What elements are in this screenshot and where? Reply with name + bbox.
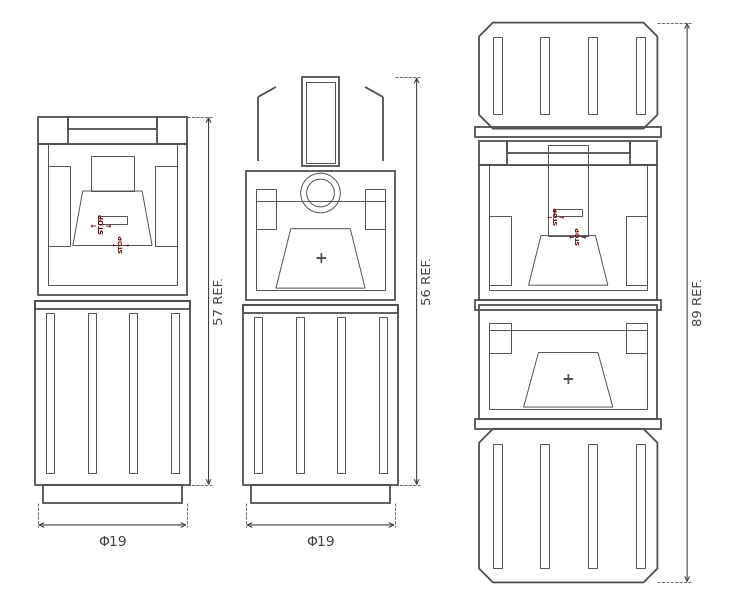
- Bar: [489, 216, 511, 285]
- Bar: [48, 166, 70, 246]
- Bar: [46, 313, 54, 474]
- Bar: [256, 201, 385, 290]
- Text: 57 REF.: 57 REF.: [212, 277, 226, 325]
- Bar: [306, 82, 335, 163]
- Text: ↑
STOP
↓: ↑ STOP ↓: [548, 206, 565, 225]
- Bar: [68, 117, 157, 129]
- Text: ↑
STOP
↓: ↑ STOP ↓: [569, 226, 586, 245]
- Bar: [626, 323, 647, 353]
- Bar: [479, 142, 507, 165]
- Bar: [548, 145, 588, 235]
- Text: +: +: [314, 251, 327, 266]
- Text: Φ19: Φ19: [98, 535, 127, 549]
- Bar: [38, 145, 187, 295]
- Bar: [254, 317, 262, 474]
- Text: 56 REF.: 56 REF.: [421, 257, 434, 305]
- Bar: [365, 189, 385, 229]
- Bar: [635, 38, 644, 114]
- Bar: [379, 317, 387, 474]
- Bar: [489, 323, 511, 353]
- Bar: [155, 166, 177, 246]
- Bar: [541, 443, 550, 567]
- Text: ↑
STOP
↓: ↑ STOP ↓: [112, 234, 130, 253]
- Bar: [296, 317, 304, 474]
- Bar: [507, 142, 630, 154]
- Bar: [157, 117, 187, 145]
- Bar: [493, 38, 502, 114]
- Bar: [489, 165, 647, 290]
- Bar: [479, 165, 658, 300]
- Text: ↑
STOP
↓: ↑ STOP ↓: [91, 213, 112, 234]
- Bar: [489, 330, 647, 409]
- Bar: [88, 313, 95, 474]
- Bar: [38, 117, 68, 145]
- Bar: [635, 443, 644, 567]
- Bar: [541, 38, 550, 114]
- Bar: [35, 301, 190, 485]
- Bar: [626, 216, 647, 285]
- Bar: [171, 313, 178, 474]
- Bar: [35, 301, 190, 309]
- Bar: [588, 38, 597, 114]
- Bar: [256, 189, 276, 229]
- Bar: [479, 305, 658, 419]
- Bar: [302, 77, 339, 166]
- Bar: [91, 156, 134, 191]
- Bar: [98, 216, 128, 224]
- Bar: [493, 443, 502, 567]
- Text: 89 REF.: 89 REF.: [692, 278, 705, 327]
- Bar: [243, 305, 398, 313]
- Bar: [475, 300, 662, 310]
- Bar: [630, 142, 658, 165]
- Bar: [246, 171, 394, 300]
- Bar: [43, 485, 182, 503]
- Bar: [475, 419, 662, 429]
- Bar: [475, 126, 662, 137]
- Bar: [554, 209, 582, 216]
- Bar: [48, 145, 177, 285]
- Bar: [251, 485, 390, 503]
- Bar: [588, 443, 597, 567]
- Bar: [338, 317, 345, 474]
- Bar: [129, 313, 137, 474]
- Bar: [243, 305, 398, 485]
- Text: +: +: [562, 372, 574, 387]
- Text: Φ19: Φ19: [306, 535, 334, 549]
